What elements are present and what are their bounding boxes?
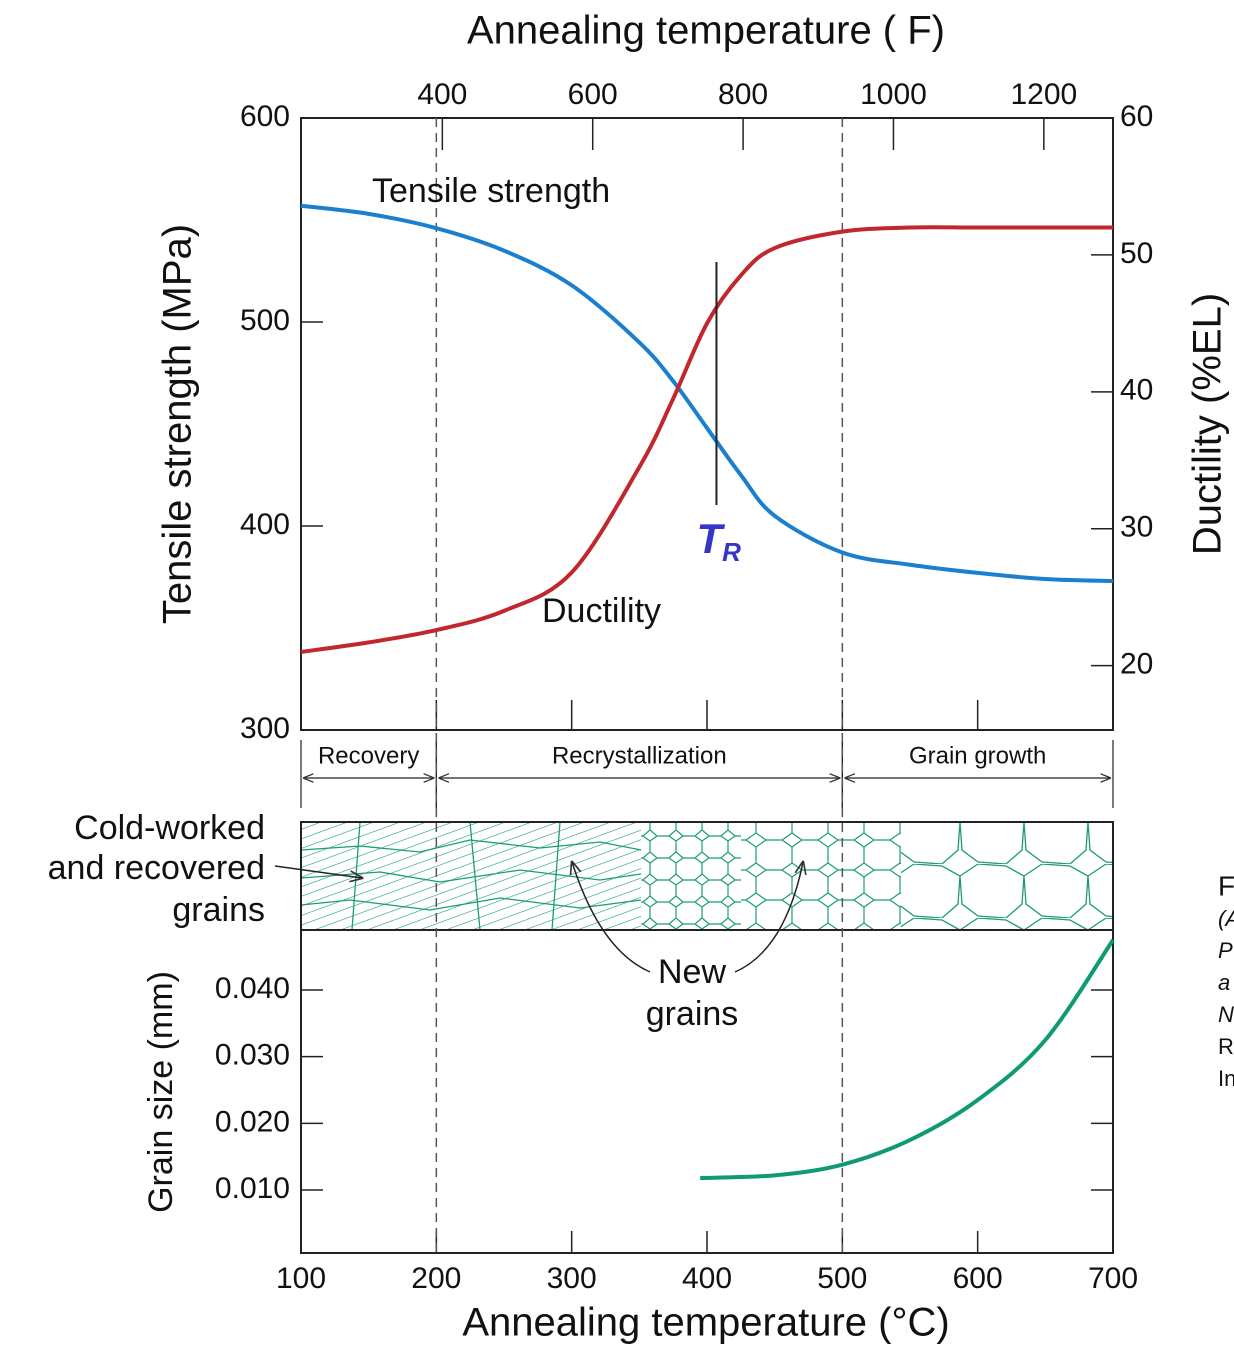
side-note: a — [1218, 970, 1230, 995]
data-line — [700, 938, 1115, 1180]
x-tick-label: 700 — [1088, 1262, 1138, 1295]
micrograph — [274, 821, 1114, 973]
side-note: N — [1218, 1002, 1234, 1027]
y-tick-label: 0.010 — [215, 1172, 290, 1205]
micrograph-label: grains — [172, 891, 265, 929]
top-axis-title: Annealing temperature ( F) — [467, 9, 945, 53]
data-line — [300, 203, 1114, 584]
y-tick-label: 300 — [240, 712, 290, 745]
y-axis-title: Tensile strength (MPa) — [156, 224, 200, 624]
x2-tick-label: 400 — [417, 78, 467, 111]
y2-tick-label: 20 — [1120, 648, 1153, 681]
x2-tick-label: 800 — [718, 78, 768, 111]
micrograph-label: grains — [646, 995, 739, 1033]
x-tick-label: 500 — [817, 1262, 867, 1295]
tr-subscript: R — [722, 537, 741, 567]
y-tick-label: 600 — [240, 100, 290, 133]
side-note: (A — [1218, 906, 1234, 931]
grown-grains — [901, 822, 1113, 930]
micrograph-label: New — [658, 953, 726, 991]
region-label: Recovery — [318, 742, 419, 769]
y2-tick-label: 30 — [1120, 511, 1153, 544]
side-note: In — [1218, 1066, 1234, 1091]
new-grains — [741, 822, 901, 930]
x2-tick-label: 600 — [568, 78, 618, 111]
y2-tick-label: 60 — [1120, 100, 1153, 133]
side-note: R — [1218, 1034, 1234, 1059]
x-tick-label: 600 — [953, 1262, 1003, 1295]
y-axis-title: Grain size (mm) — [142, 971, 180, 1213]
arrow — [572, 862, 651, 973]
side-note: F — [1218, 870, 1234, 901]
new-grains — [641, 822, 741, 930]
x-tick-label: 400 — [682, 1262, 732, 1295]
y2-tick-label: 40 — [1120, 374, 1153, 407]
y-tick-label: 0.020 — [215, 1105, 290, 1138]
arrow — [734, 862, 803, 973]
side-note: P — [1218, 938, 1233, 963]
y2-axis-title: Ductility (%EL) — [1186, 293, 1230, 555]
y-tick-label: 0.040 — [215, 972, 290, 1005]
micrograph-label: and recovered — [48, 849, 265, 887]
tr-label: TR — [696, 515, 741, 567]
x-tick-label: 100 — [276, 1262, 326, 1295]
tr-text: T — [696, 515, 725, 562]
y-tick-label: 0.030 — [215, 1039, 290, 1072]
region-label: Recrystallization — [552, 742, 727, 769]
arrow — [274, 865, 362, 878]
x-tick-label: 200 — [411, 1262, 461, 1295]
x2-tick-label: 1000 — [860, 78, 927, 111]
series-label: Tensile strength — [372, 172, 610, 210]
x-tick-label: 300 — [547, 1262, 597, 1295]
series-label: Ductility — [542, 592, 661, 630]
y2-tick-label: 50 — [1120, 237, 1153, 270]
data-line — [300, 225, 1113, 654]
x-axis-title: Annealing temperature (°C) — [462, 1301, 949, 1345]
y-tick-label: 400 — [240, 508, 290, 541]
y-tick-label: 500 — [240, 304, 290, 337]
micrograph-label: Cold-worked — [74, 809, 265, 847]
x2-tick-label: 1200 — [1010, 78, 1077, 111]
region-label: Grain growth — [909, 742, 1046, 769]
